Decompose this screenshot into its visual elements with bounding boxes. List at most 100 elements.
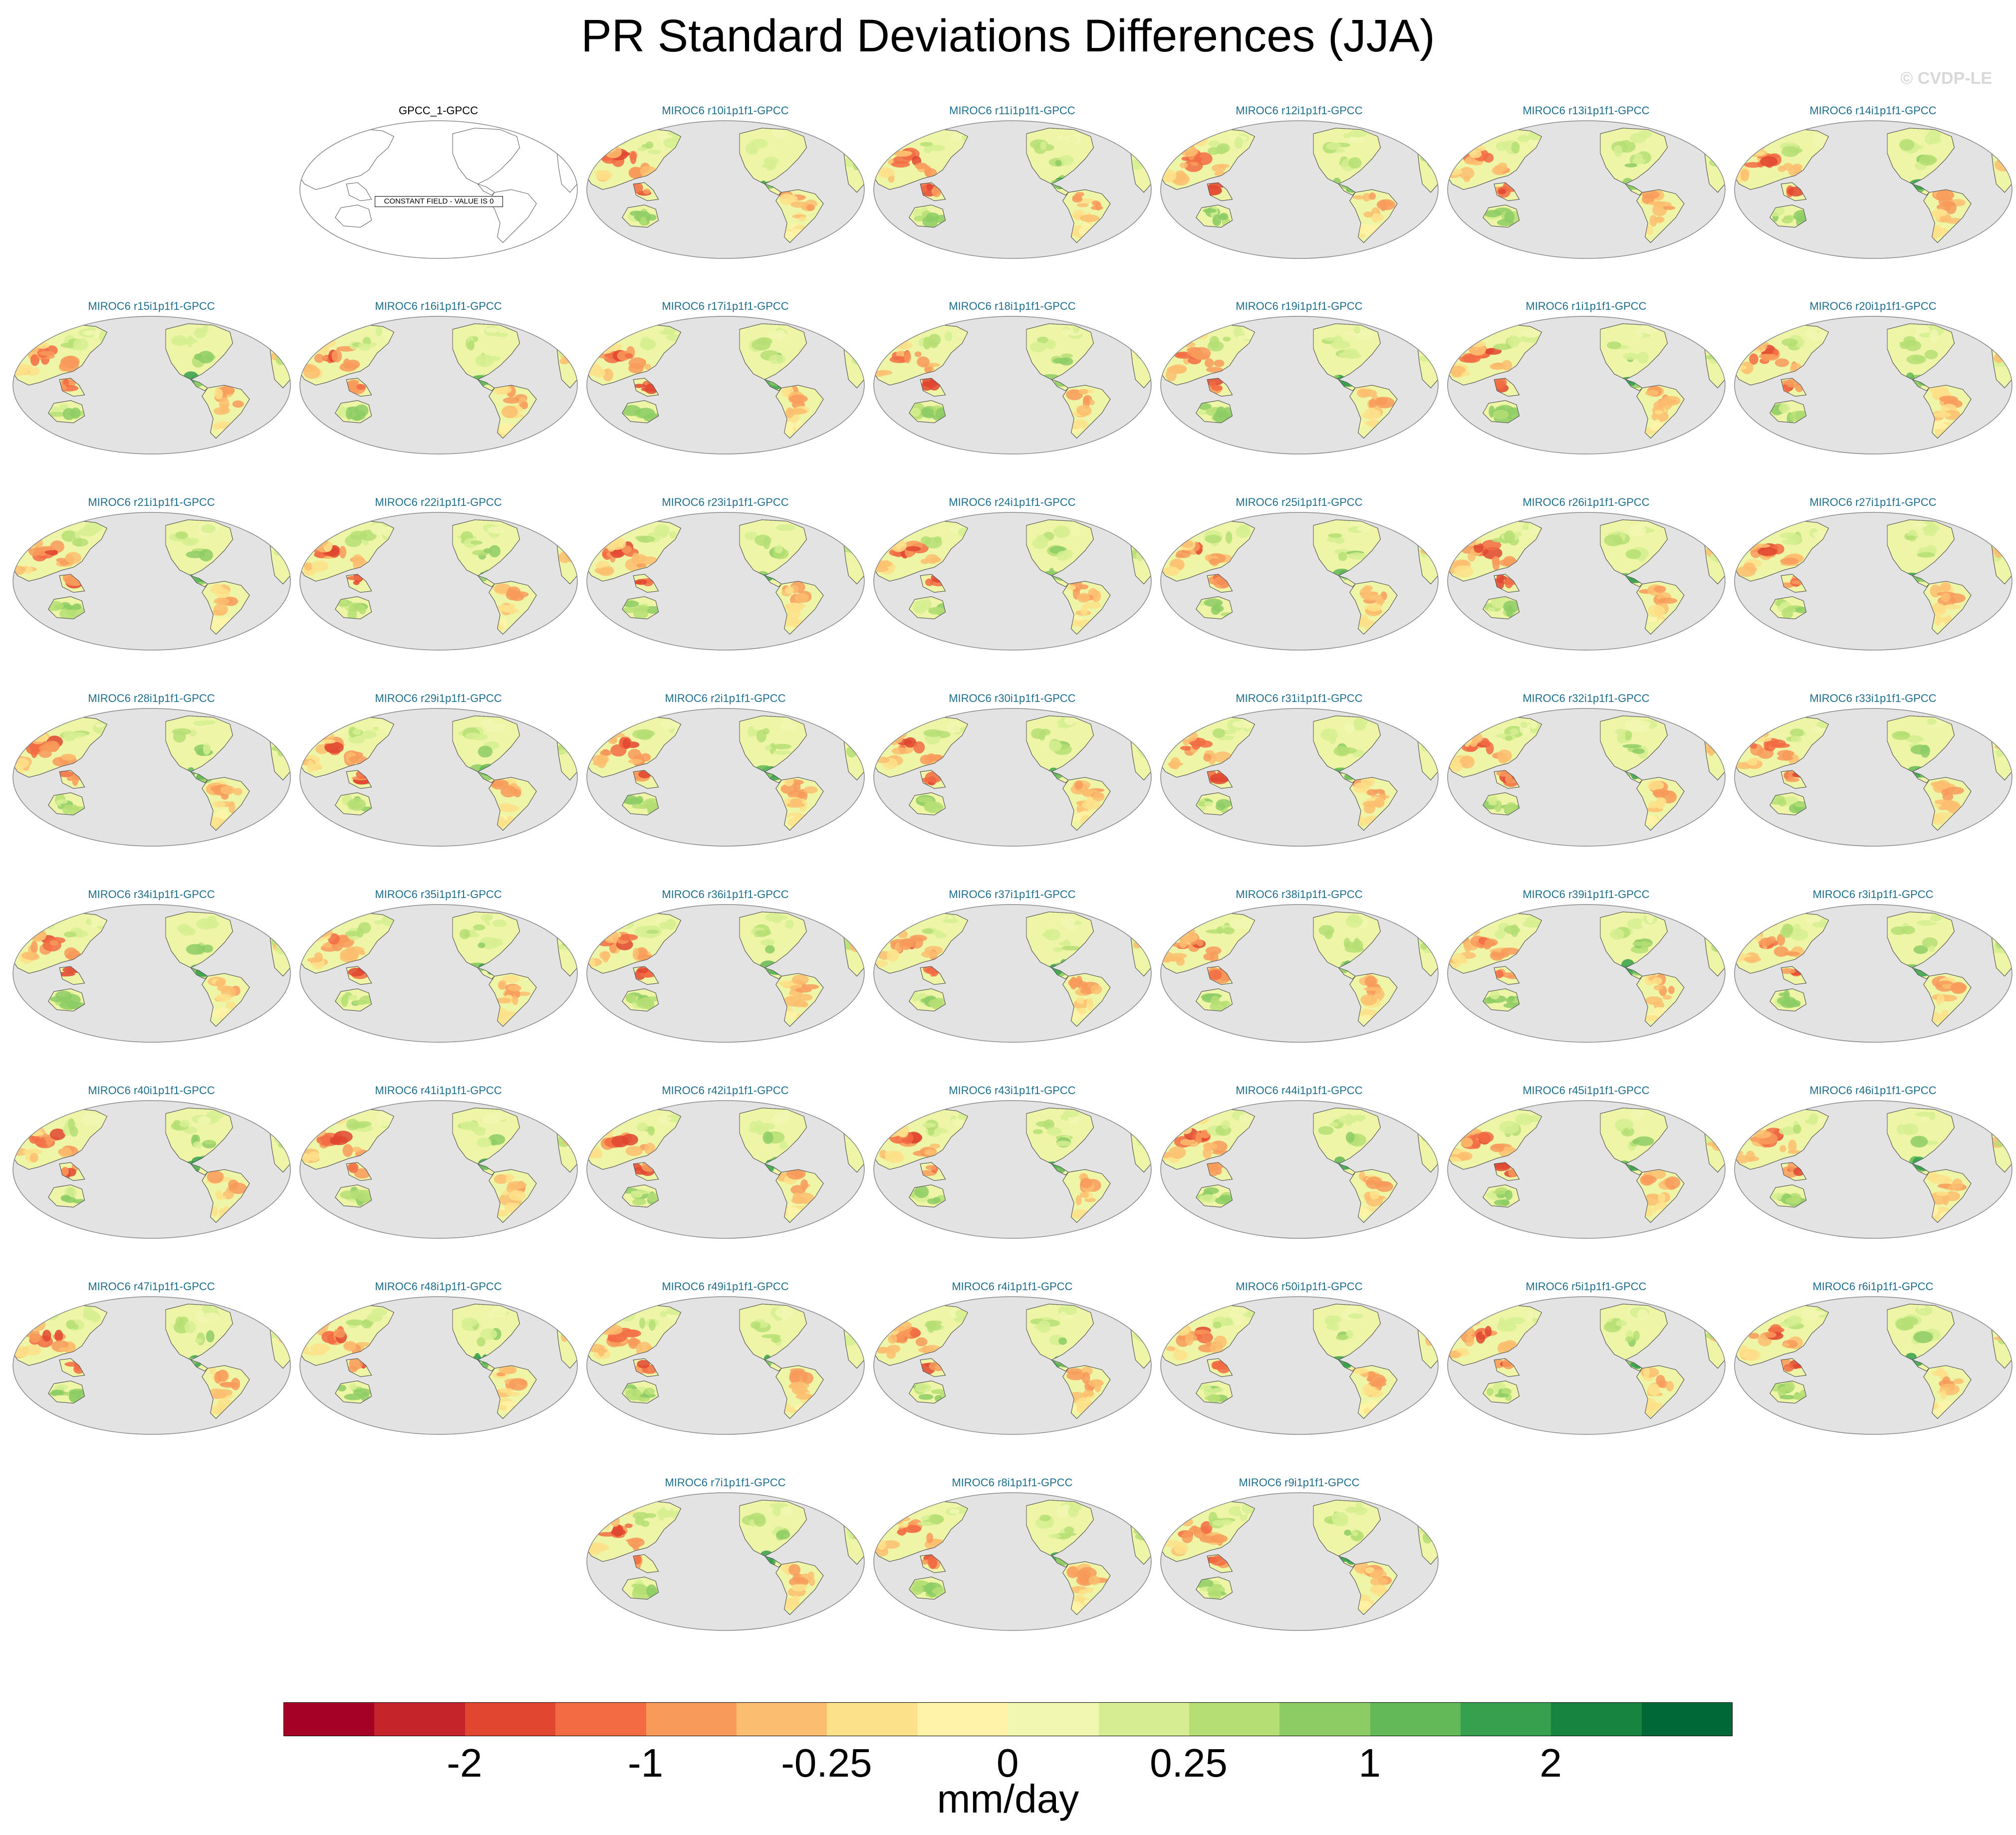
- anomaly-patch: [485, 356, 501, 361]
- anomaly-patch: [1458, 1151, 1473, 1160]
- anomaly-patch: [931, 1389, 946, 1394]
- anomaly-patch: [1645, 390, 1659, 396]
- anomaly-patch: [1195, 152, 1213, 165]
- anomaly-patch: [69, 1126, 78, 1137]
- anomaly-patch: [894, 1308, 914, 1314]
- anomaly-patch: [1758, 327, 1777, 335]
- map-border: [586, 708, 865, 847]
- map: [1160, 708, 1439, 847]
- anomaly-patch: [949, 1508, 960, 1514]
- anomaly-patch: [921, 1123, 936, 1128]
- anomaly-patch: [465, 732, 481, 740]
- anomaly-patch: [1943, 604, 1961, 610]
- anomaly-patch: [220, 785, 235, 795]
- anomaly-patch: [1352, 939, 1363, 951]
- anomaly-patch: [1369, 1190, 1380, 1199]
- anomaly-patch: [374, 920, 384, 925]
- anomaly-patch: [1084, 601, 1101, 609]
- anomaly-patch: [1781, 608, 1793, 619]
- anomaly-patch: [1068, 1506, 1079, 1518]
- anomaly-patch: [63, 931, 76, 937]
- map: [299, 316, 578, 455]
- anomaly-patch: [1317, 1126, 1334, 1135]
- anomaly-patch: [1457, 1325, 1470, 1329]
- anomaly-patch: [898, 917, 908, 923]
- anomaly-patch: [787, 790, 806, 799]
- map-border: [1160, 1296, 1439, 1435]
- anomaly-patch: [1169, 1130, 1182, 1138]
- anomaly-patch: [14, 364, 33, 371]
- anomaly-patch: [95, 723, 104, 728]
- anomaly-patch: [44, 1112, 53, 1119]
- anomaly-patch: [1657, 1193, 1666, 1203]
- anomaly-patch: [754, 1515, 766, 1527]
- anomaly-patch: [1931, 210, 1945, 217]
- anomaly-patch: [206, 1330, 215, 1343]
- anomaly-patch: [883, 927, 895, 937]
- anomaly-patch: [1335, 1335, 1348, 1341]
- anomaly-patch: [929, 1558, 937, 1569]
- anomaly-patch: [555, 943, 575, 950]
- anomaly-patch: [203, 743, 211, 755]
- anomaly-patch: [1466, 527, 1480, 533]
- anomaly-patch: [1160, 1151, 1171, 1158]
- anomaly-patch: [643, 1387, 655, 1395]
- anomaly-patch: [314, 1322, 325, 1335]
- map-panel: MIROC6 r13i1p1f1-GPCC: [1443, 104, 1730, 293]
- anomaly-patch: [1064, 715, 1076, 725]
- anomaly-patch: [1652, 204, 1667, 217]
- panel-title: MIROC6 r25i1p1f1-GPCC: [1236, 496, 1363, 508]
- anomaly-patch: [784, 919, 794, 929]
- anomaly-patch: [886, 1350, 896, 1359]
- anomaly-patch: [1504, 211, 1514, 223]
- anomaly-patch: [211, 1008, 230, 1018]
- anomaly-patch: [596, 145, 604, 156]
- anomaly-patch: [1373, 789, 1385, 794]
- anomaly-patch: [566, 746, 577, 752]
- map-border: [1447, 708, 1726, 847]
- anomaly-patch: [492, 1305, 507, 1318]
- map-border: [873, 904, 1152, 1043]
- map: [1734, 1100, 2013, 1239]
- anomaly-patch: [1756, 1307, 1775, 1314]
- map-panel: MIROC6 r35i1p1f1-GPCC: [295, 888, 582, 1077]
- anomaly-patch: [1330, 1323, 1339, 1331]
- anomaly-patch: [1068, 978, 1083, 988]
- anomaly-patch: [61, 1166, 69, 1176]
- map: [873, 1100, 1152, 1239]
- anomaly-patch: [60, 753, 76, 761]
- anomaly-patch: [593, 368, 605, 378]
- anomaly-patch: [604, 146, 622, 159]
- anomaly-patch: [83, 522, 102, 534]
- anomaly-patch: [1626, 725, 1644, 732]
- anomaly-patch: [1193, 918, 1203, 922]
- anomaly-patch: [1081, 1372, 1090, 1384]
- anomaly-patch: [786, 1599, 796, 1605]
- anomaly-patch: [41, 1112, 53, 1123]
- anomaly-patch: [772, 128, 783, 138]
- anomaly-patch: [1720, 942, 1725, 950]
- anomaly-patch: [1347, 552, 1367, 560]
- anomaly-patch: [1890, 926, 1907, 935]
- anomaly-patch: [1615, 1320, 1627, 1327]
- anomaly-patch: [875, 756, 890, 763]
- anomaly-patch: [1520, 721, 1528, 728]
- map: [12, 1100, 291, 1239]
- anomaly-patch: [658, 131, 668, 140]
- map-panel: MIROC6 r47i1p1f1-GPCC: [8, 1280, 295, 1469]
- anomaly-patch: [881, 926, 893, 938]
- anomaly-patch: [859, 1530, 864, 1542]
- anomaly-patch: [1793, 1124, 1801, 1134]
- anomaly-patch: [1205, 946, 1222, 955]
- anomaly-patch: [605, 1114, 617, 1122]
- anomaly-patch: [780, 1309, 792, 1320]
- anomaly-patch: [1210, 1342, 1223, 1354]
- anomaly-patch: [193, 1141, 203, 1148]
- anomaly-patch: [595, 170, 612, 181]
- map-border: [873, 708, 1152, 847]
- anomaly-patch: [1753, 736, 1771, 742]
- anomaly-patch: [903, 1525, 921, 1533]
- anomaly-patch: [797, 994, 812, 1001]
- anomaly-patch: [1064, 1305, 1077, 1315]
- map-border: [12, 1296, 291, 1435]
